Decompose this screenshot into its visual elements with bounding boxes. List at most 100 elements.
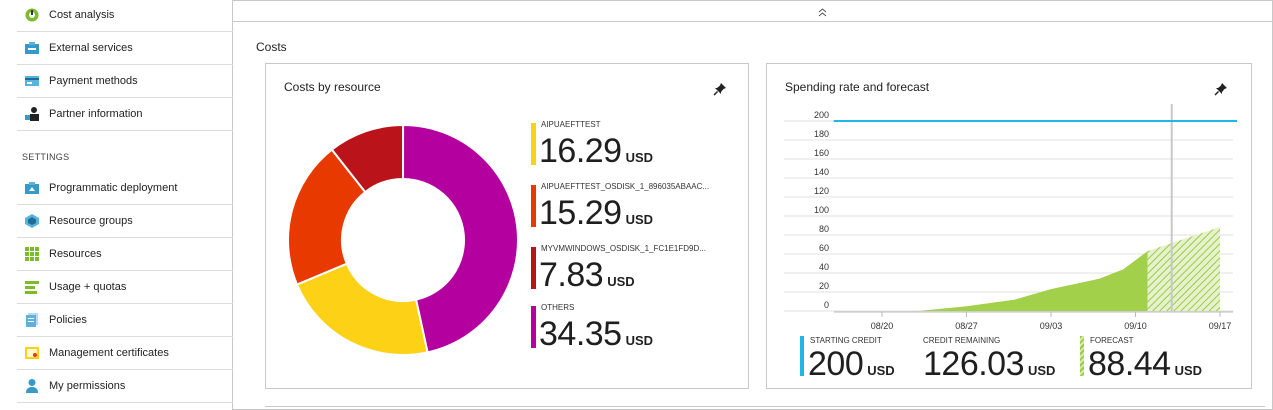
sidebar-item-label: My permissions [49,380,126,392]
usage-quotas-icon [24,279,40,295]
costs-section-title: Costs [256,40,287,54]
card-title: Spending rate and forecast [785,80,930,94]
sidebar-item-label: Resource groups [49,215,133,227]
y-tick-label: 200 [814,110,829,120]
payment-methods-icon [24,73,40,89]
costs-donut-chart [288,123,518,356]
value-text: 7.83 [539,256,604,294]
unit-label: USD [1028,363,1056,378]
my-permissions-icon [24,378,40,394]
policies-icon [24,312,40,328]
next-section-divider [265,406,1265,407]
costs-by-resource-card[interactable]: Costs by resource AIPUAEFTTEST 16.29 USD … [265,63,749,389]
sidebar-item-label: Payment methods [49,75,138,87]
x-tick-label: 09/17 [1209,321,1232,331]
partner-information-icon [24,106,40,122]
sidebar-item-cost-analysis[interactable]: Cost analysis [17,0,233,32]
y-tick-label: 120 [814,186,829,196]
sidebar: Cost analysis External services Payment … [0,0,233,410]
x-tick-label: 08/20 [871,321,894,331]
unit-label: USD [867,363,895,378]
sidebar-item-management-certificates[interactable]: Management certificates [17,337,233,370]
y-tick-label: 180 [814,129,829,139]
stat-value: 88.44 USD [1088,346,1202,389]
sidebar-item-label: Usage + quotas [49,281,127,293]
sidebar-item-resources[interactable]: Resources [17,238,233,271]
donut-slice [330,124,405,194]
legend-swatch [531,247,536,289]
legend-swatch [531,306,536,348]
sidebar-item-label: Policies [49,314,87,326]
sidebar-item-label: Resources [49,248,102,260]
unit-label: USD [607,274,635,289]
double-chevron-up-icon[interactable] [818,8,827,19]
y-tick-label: 20 [819,281,829,291]
stat-value: 126.03 USD [923,346,1055,389]
value-text: 88.44 [1088,345,1171,383]
donut-slice [402,123,518,354]
sidebar-item-label: Programmatic deployment [49,182,178,194]
card-title: Costs by resource [284,80,381,94]
y-tick-label: 160 [814,148,829,158]
x-tick-label: 09/03 [1040,321,1063,331]
sidebar-item-my-permissions[interactable]: My permissions [17,370,233,403]
legend-value: 16.29 USD [539,133,653,176]
sidebar-item-label: Management certificates [49,347,169,359]
stat-label: STARTING CREDIT [810,336,882,345]
stat-swatch-hatched [1080,336,1084,376]
sidebar-item-programmatic-deployment[interactable]: Programmatic deployment [17,172,233,205]
sidebar-item-policies[interactable]: Policies [17,304,233,337]
legend-swatch [531,123,536,165]
management-certificates-icon [24,345,40,361]
y-tick-label: 40 [819,262,829,272]
unit-label: USD [625,212,654,227]
x-tick-label: 08/27 [955,321,978,331]
external-services-icon [24,40,40,56]
unit-label: USD [1174,363,1203,378]
value-text: 16.29 [539,132,622,170]
legend-label: AIPUAEFTTEST [541,120,601,129]
resource-groups-icon [24,213,40,229]
resources-icon [24,246,40,262]
programmatic-deployment-icon [24,180,40,196]
stat-value: 200 USD [808,346,895,389]
value-text: 126.03 [923,345,1025,383]
spending-rate-card[interactable]: Spending rate and forecast 0 20 40 60 80 100 1… [766,63,1252,389]
x-tick-label: 09/10 [1124,321,1147,331]
sidebar-item-payment-methods[interactable]: Payment methods [17,65,233,98]
y-tick-label: 140 [814,167,829,177]
legend-label: OTHERS [541,303,575,312]
legend-swatch [531,185,536,227]
sidebar-item-partner-information[interactable]: Partner information [17,98,233,131]
legend-value: 34.35 USD [539,316,653,359]
y-tick-label: 80 [819,224,829,234]
sidebar-item-usage-quotas[interactable]: Usage + quotas [17,271,233,304]
spending-area-chart: 0 20 40 60 80 100 120 140 160 180 200 08/20 08/27 09/… [784,104,1238,331]
blade-top-bar [233,0,1272,22]
stat-label: CREDIT REMAINING [923,336,1001,345]
pin-icon[interactable] [1214,82,1228,96]
y-tick-label: 0 [824,300,829,310]
sidebar-item-label: Partner information [49,108,143,120]
sidebar-item-resource-groups[interactable]: Resource groups [17,205,233,238]
sidebar-item-label: External services [49,42,133,54]
legend-label: MYVMWINDOWS_OSDISK_1_FC1E1FD9D... [541,244,706,253]
value-text: 34.35 [539,315,622,353]
spending-area [918,251,1148,311]
value-text: 15.29 [539,194,622,232]
value-text: 200 [808,345,864,383]
unit-label: USD [625,150,654,165]
stat-swatch [800,336,804,376]
legend-value: 15.29 USD [539,195,653,238]
unit-label: USD [625,333,654,348]
settings-section-heading: SETTINGS [22,152,70,162]
forecast-area [1147,226,1220,311]
pin-icon[interactable] [713,82,727,96]
y-tick-label: 60 [819,243,829,253]
legend-label: AIPUAEFTTEST_OSDISK_1_896035ABAAC... [541,182,710,191]
sidebar-item-label: Cost analysis [49,9,115,21]
sidebar-item-external-services[interactable]: External services [17,32,233,65]
cost-analysis-icon [24,7,40,23]
legend-value: 7.83 USD [539,257,635,300]
stat-label: FORECAST [1090,336,1134,345]
